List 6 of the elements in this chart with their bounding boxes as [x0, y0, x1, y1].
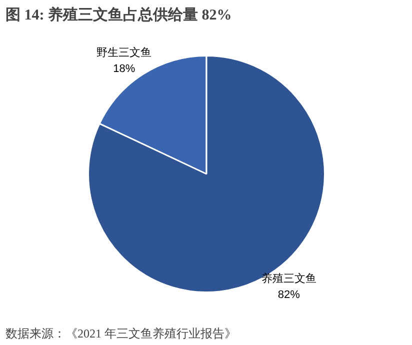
- chart-title: 图 14: 养殖三文鱼占总供给量 82%: [6, 6, 232, 24]
- source-note: 数据来源：《2021 年三文鱼养殖行业报告》: [6, 326, 236, 340]
- slice-label: 野生三文鱼: [96, 46, 152, 60]
- data-label: 18%: [113, 62, 136, 75]
- slice-label: 养殖三文鱼: [261, 272, 316, 286]
- data-label: 82%: [278, 288, 300, 301]
